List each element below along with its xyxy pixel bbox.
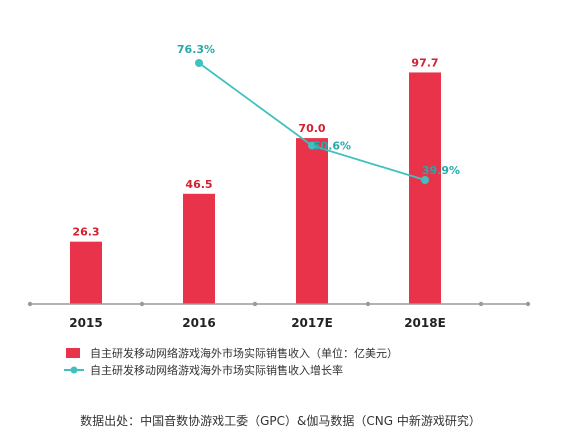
bar-2017E xyxy=(296,138,328,304)
legend-line-label: 自主研发移动网络游戏海外市场实际销售收入增长率 xyxy=(90,363,343,377)
bar-value-label: 26.3 xyxy=(72,226,99,239)
legend-bar-label: 自主研发移动网络游戏海外市场实际销售收入（单位：亿美元） xyxy=(90,346,398,360)
labels-layer: 26.3 2015 46.5 2016 70.0 2017E 97.7 2018E xyxy=(69,56,446,330)
growth-value-label: 50.6% xyxy=(313,140,351,153)
growth-value-label: 76.3% xyxy=(177,43,215,56)
axis-tick xyxy=(365,301,371,307)
legend: 自主研发移动网络游戏海外市场实际销售收入（单位：亿美元） 自主研发移动网络游戏海… xyxy=(64,346,398,377)
legend-bar-swatch xyxy=(66,348,80,358)
axis-tick xyxy=(139,301,145,307)
x-tick-label: 2017E xyxy=(291,316,333,330)
x-tick-label: 2015 xyxy=(69,316,102,330)
growth-point xyxy=(421,176,429,184)
bar-2018E xyxy=(409,72,441,305)
growth-point xyxy=(308,141,316,150)
bar-value-label: 70.0 xyxy=(298,122,325,135)
growth-value-label: 39.9% xyxy=(422,164,460,177)
ticks-layer xyxy=(27,301,531,307)
growth-point xyxy=(195,59,203,67)
axis-tick xyxy=(478,301,484,307)
bar-value-label: 97.7 xyxy=(411,56,438,69)
bar-2015 xyxy=(70,241,102,304)
axis-tick xyxy=(252,301,258,307)
x-tick-label: 2016 xyxy=(182,316,215,330)
bars-layer xyxy=(70,72,441,305)
bar-2016 xyxy=(183,193,215,304)
growth-line-layer: 76.3% 50.6% 39.9% xyxy=(177,43,460,184)
axis-tick xyxy=(525,301,531,307)
legend-line-marker xyxy=(70,366,78,374)
x-tick-label: 2018E xyxy=(404,316,446,330)
bar-value-label: 46.5 xyxy=(185,178,212,191)
source-note: 数据出处：中国音数协游戏工委（GPC）&伽马数据（CNG 中新游戏研究） xyxy=(80,414,481,428)
axis-tick xyxy=(27,301,33,307)
